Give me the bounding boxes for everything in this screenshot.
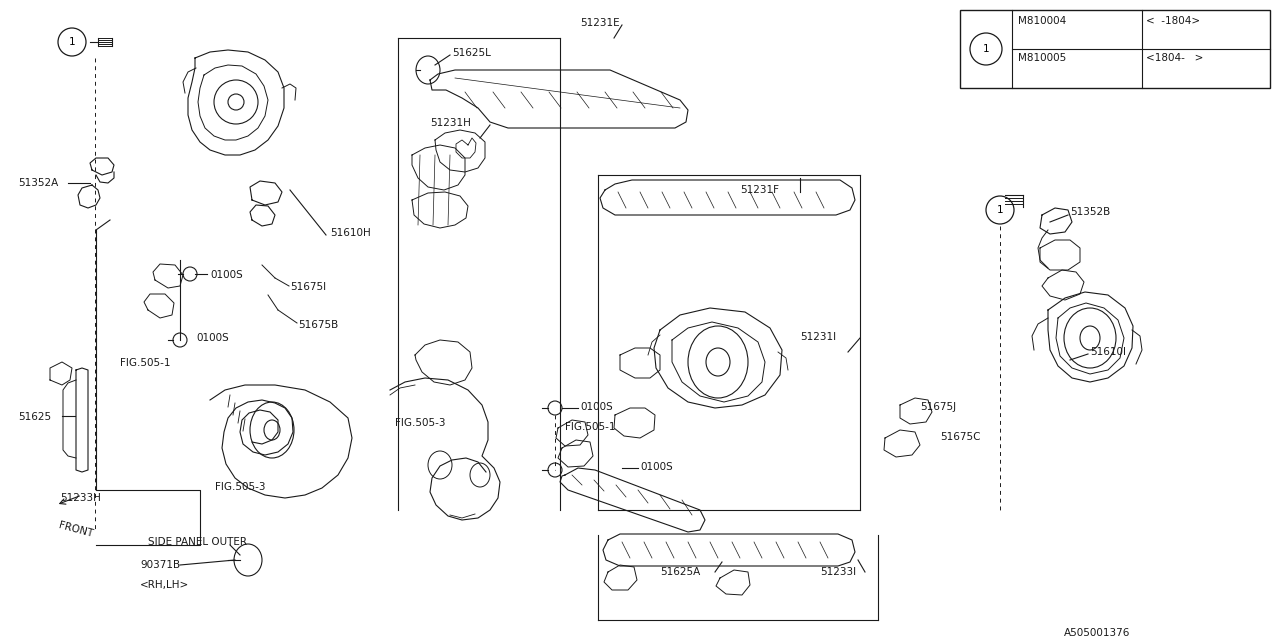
Text: 51352B: 51352B xyxy=(1070,207,1110,217)
Text: FIG.505-1: FIG.505-1 xyxy=(120,358,170,368)
Text: FIG.505-3: FIG.505-3 xyxy=(215,482,265,492)
Text: 51675B: 51675B xyxy=(298,320,338,330)
Text: <RH,LH>: <RH,LH> xyxy=(140,580,189,590)
Text: 51352A: 51352A xyxy=(18,178,59,188)
Text: SIDE PANEL OUTER: SIDE PANEL OUTER xyxy=(148,537,247,547)
Text: <  -1804>: < -1804> xyxy=(1146,16,1201,26)
Text: 51675I: 51675I xyxy=(291,282,326,292)
Text: A505001376: A505001376 xyxy=(1064,628,1130,638)
Text: 51625A: 51625A xyxy=(660,567,700,577)
Text: M810004: M810004 xyxy=(1018,16,1066,26)
Text: 51231I: 51231I xyxy=(800,332,836,342)
Text: 0100S: 0100S xyxy=(210,270,243,280)
Text: 51625L: 51625L xyxy=(452,48,490,58)
Text: 51610H: 51610H xyxy=(330,228,371,238)
Text: 1: 1 xyxy=(983,44,989,54)
Text: 51233H: 51233H xyxy=(60,493,101,503)
Text: 51231E: 51231E xyxy=(580,18,620,28)
Text: FIG.505-1: FIG.505-1 xyxy=(564,422,616,432)
Text: 51233I: 51233I xyxy=(820,567,856,577)
Text: 0100S: 0100S xyxy=(196,333,229,343)
Text: M810005: M810005 xyxy=(1018,53,1066,63)
Text: 51231H: 51231H xyxy=(430,118,471,128)
Text: 51675J: 51675J xyxy=(920,402,956,412)
Bar xyxy=(960,10,1270,88)
Text: 51675C: 51675C xyxy=(940,432,980,442)
Text: 0100S: 0100S xyxy=(580,402,613,412)
Text: 0100S: 0100S xyxy=(640,462,673,472)
Text: <1804-   >: <1804- > xyxy=(1146,53,1203,63)
Text: 51231F: 51231F xyxy=(740,185,780,195)
Text: FIG.505-3: FIG.505-3 xyxy=(396,418,445,428)
Text: 51610I: 51610I xyxy=(1091,347,1126,357)
Text: 1: 1 xyxy=(997,205,1004,215)
Text: FRONT: FRONT xyxy=(58,520,93,539)
Text: 51625: 51625 xyxy=(18,412,51,422)
Text: 90371B: 90371B xyxy=(140,560,180,570)
Text: 1: 1 xyxy=(69,37,76,47)
